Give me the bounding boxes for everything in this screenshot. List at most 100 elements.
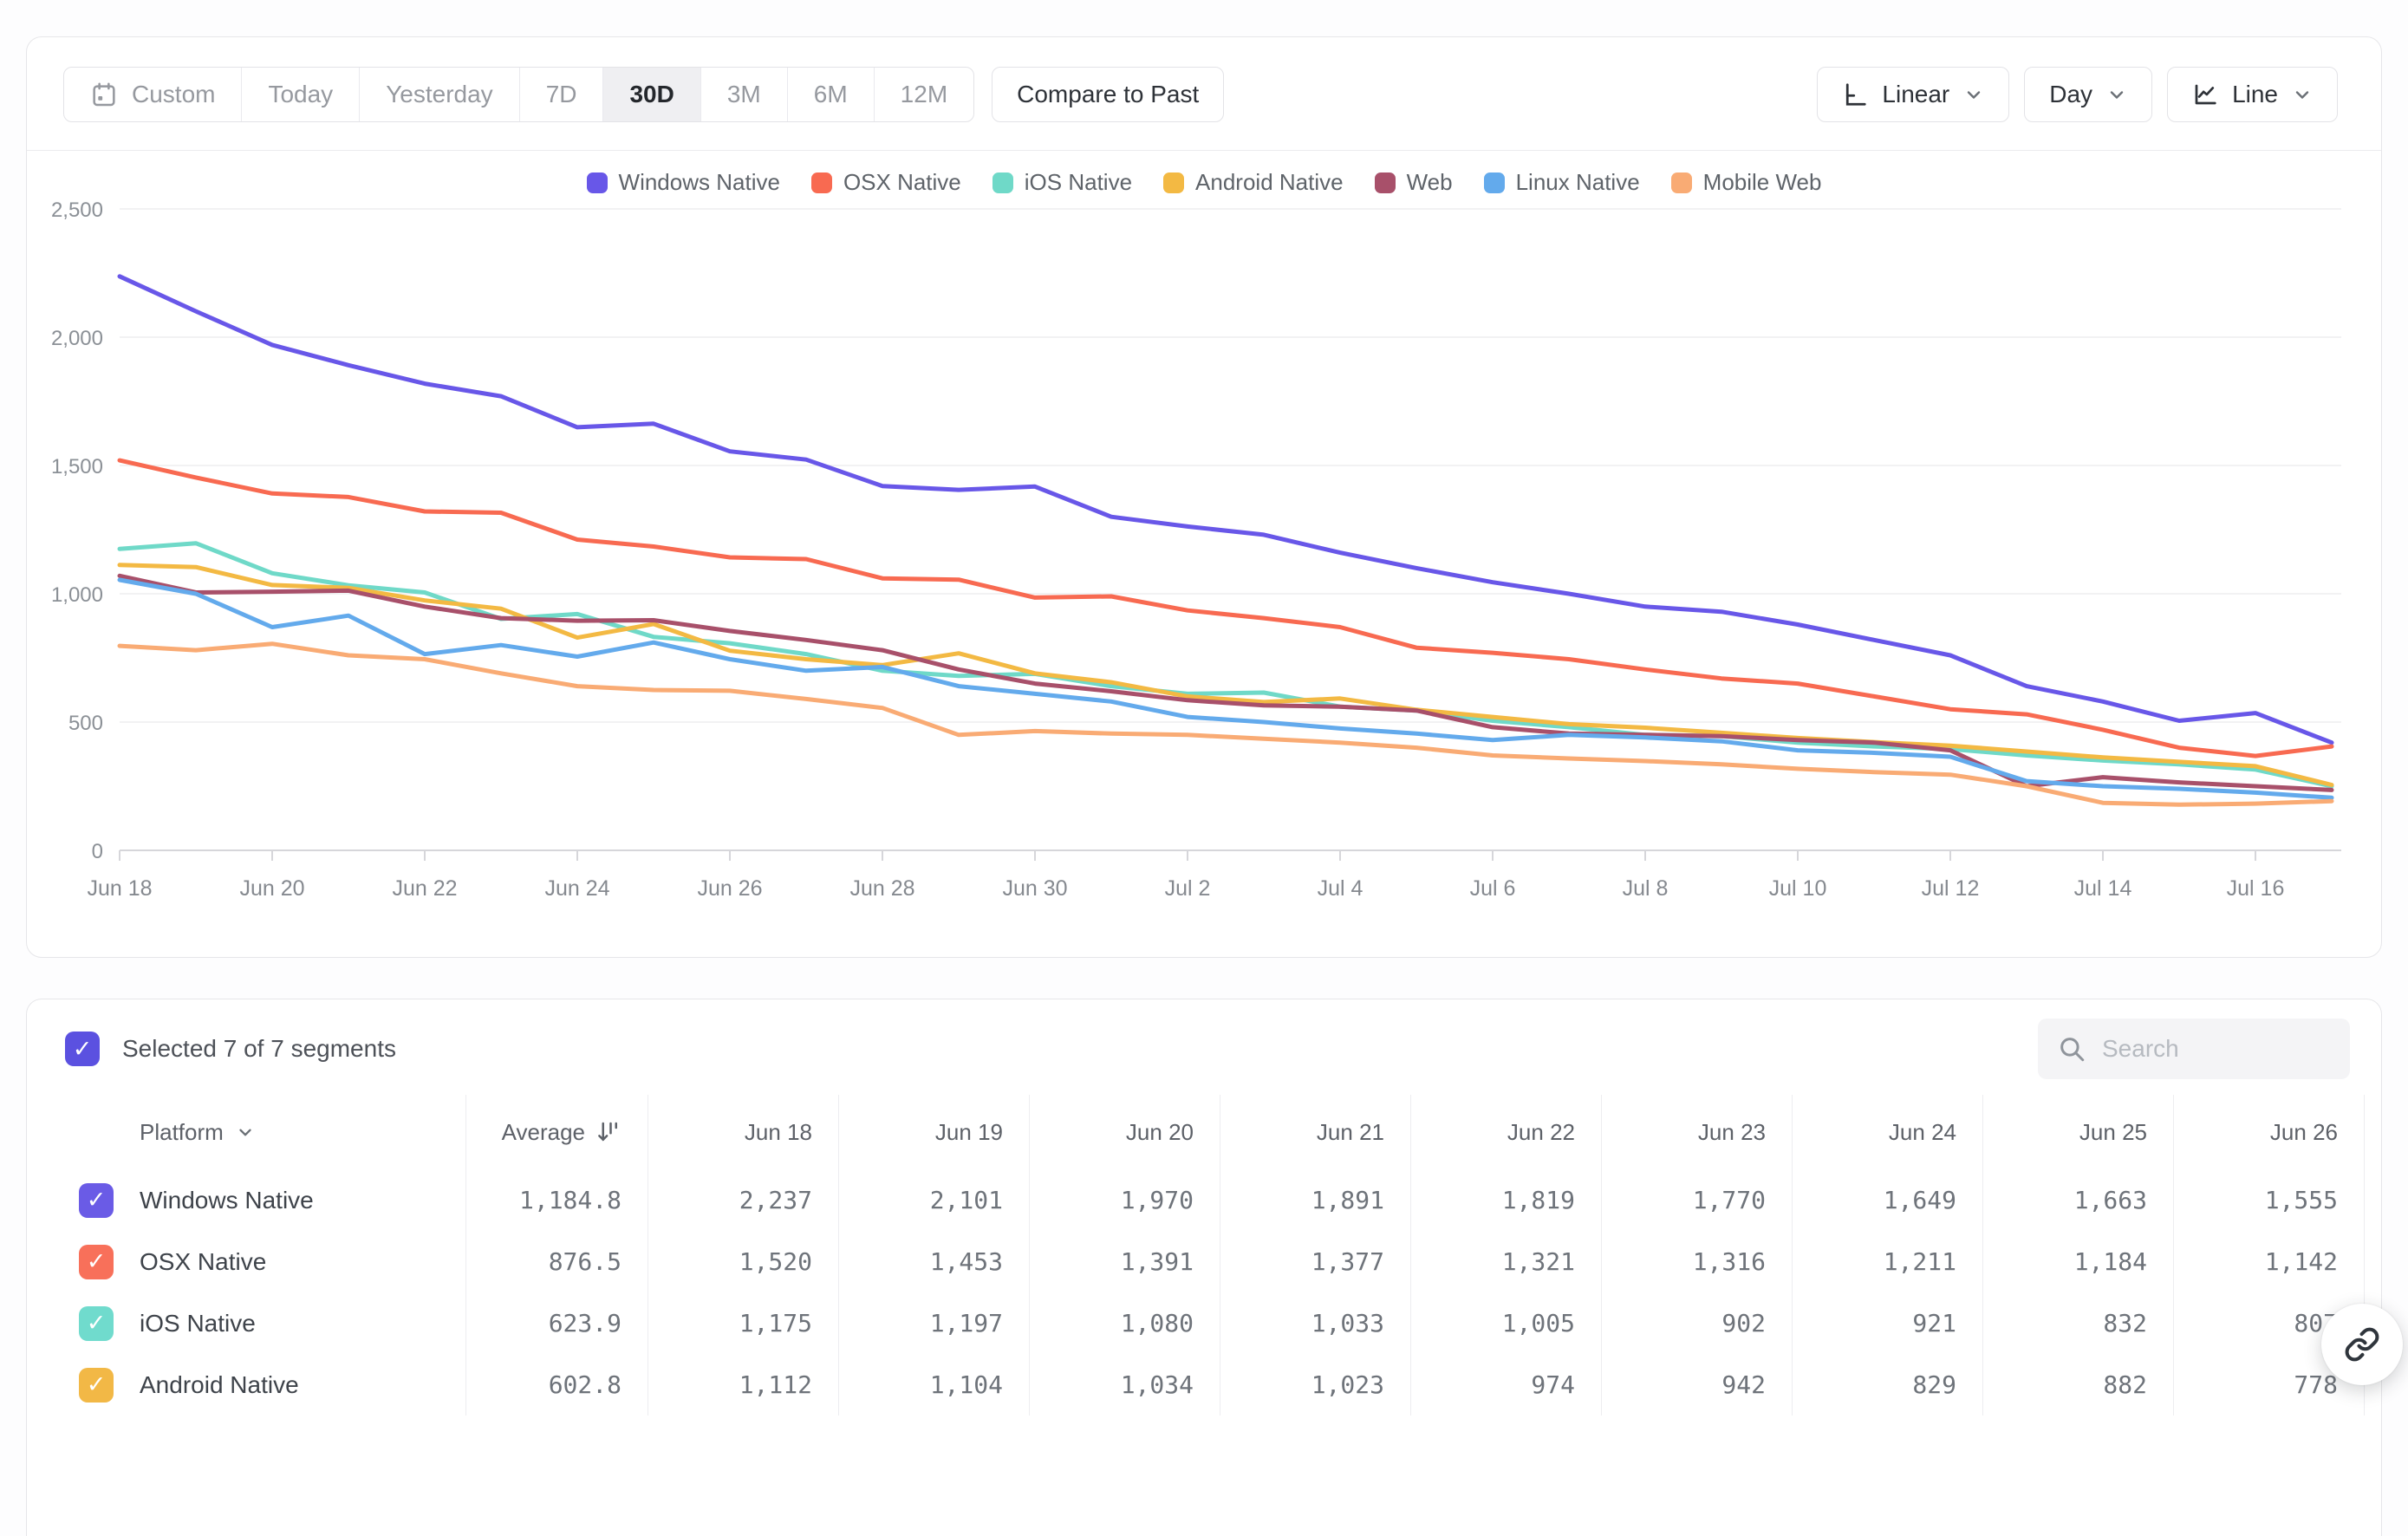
date-column-header[interactable]: Jun 20: [1029, 1095, 1220, 1169]
svg-text:Jul 10: Jul 10: [1769, 876, 1827, 901]
platform-column-header[interactable]: Platform: [27, 1095, 465, 1169]
segment-day-value: 1,112: [648, 1354, 838, 1416]
legend-item[interactable]: OSX Native: [810, 169, 961, 196]
series-line-windows-native[interactable]: [117, 274, 2334, 745]
date-column-header[interactable]: Jun 19: [838, 1095, 1029, 1169]
date-column-header[interactable]: Jun 26: [2173, 1095, 2364, 1169]
segment-day-value: 1,520: [648, 1231, 838, 1292]
legend-item[interactable]: Android Native: [1163, 169, 1344, 196]
segment-label: Android Native: [140, 1370, 299, 1398]
share-link-button[interactable]: [2321, 1304, 2403, 1385]
svg-text:Jul 12: Jul 12: [1922, 876, 1980, 901]
search-icon: [2057, 1034, 2086, 1064]
range-today[interactable]: Today: [241, 68, 359, 121]
svg-text:Jun 22: Jun 22: [392, 876, 457, 901]
range-label: 30D: [629, 81, 674, 107]
range-custom[interactable]: Custom: [64, 68, 241, 121]
segment-checkbox[interactable]: ✓: [79, 1305, 114, 1341]
legend-label: Linux Native: [1515, 169, 1640, 195]
svg-text:Jun 24: Jun 24: [544, 876, 609, 901]
segment-checkbox[interactable]: ✓: [79, 1367, 114, 1403]
legend-label: Mobile Web: [1702, 169, 1822, 195]
segment-day-value: 1,770: [1601, 1169, 1792, 1231]
scale-dropdown[interactable]: Linear: [1817, 67, 2010, 122]
granularity-dropdown[interactable]: Day: [2024, 67, 2153, 122]
segments-table: Platform Average Jun 18 Jun 19 Jun 20 Jun 2…: [27, 1095, 2383, 1416]
range-label: 12M: [900, 81, 948, 107]
svg-text:Jun 26: Jun 26: [697, 876, 762, 901]
range-label: 7D: [545, 81, 577, 107]
legend-label: Web: [1406, 169, 1453, 195]
legend-item[interactable]: Mobile Web: [1670, 169, 1822, 196]
compare-to-past-button[interactable]: Compare to Past: [992, 67, 1225, 122]
range-yesterday[interactable]: Yesterday: [359, 68, 519, 121]
legend-swatch: [586, 172, 608, 193]
series-line-web[interactable]: [117, 573, 2334, 792]
date-column-header[interactable]: Jun 23: [1601, 1095, 1792, 1169]
segment-row-platform[interactable]: ✓ Windows Native: [27, 1169, 465, 1231]
search-input[interactable]: [2102, 1035, 2331, 1063]
segment-day-value: 882: [1982, 1354, 2173, 1416]
svg-text:Jun 18: Jun 18: [87, 876, 152, 901]
average-value: 623.9: [465, 1292, 648, 1354]
legend-swatch: [810, 172, 832, 193]
date-column-header[interactable]: Jun 18: [648, 1095, 838, 1169]
segment-checkbox[interactable]: ✓: [79, 1244, 114, 1279]
svg-text:Jun 28: Jun 28: [849, 876, 914, 901]
series-line-android-native[interactable]: [117, 563, 2334, 787]
segment-day-value: 1,453: [838, 1231, 1029, 1292]
chevron-down-icon: [2106, 84, 2127, 105]
svg-text:Jul 16: Jul 16: [2227, 876, 2285, 901]
legend-item[interactable]: iOS Native: [992, 169, 1132, 196]
segment-day-value: 1,104: [838, 1354, 1029, 1416]
legend-item[interactable]: Linux Native: [1483, 169, 1640, 196]
segments-search: [2038, 1019, 2350, 1079]
granularity-label: Day: [2049, 81, 2093, 107]
average-column-header[interactable]: Average: [465, 1095, 648, 1169]
segment-row-platform[interactable]: ✓ OSX Native: [27, 1231, 465, 1292]
legend-swatch: [1483, 172, 1505, 193]
series-line-osx-native[interactable]: [117, 458, 2334, 758]
svg-text:0: 0: [92, 840, 103, 863]
segment-day-value: 1,377: [1220, 1231, 1410, 1292]
range-12m[interactable]: 12M: [873, 68, 973, 121]
series-line-mobile-web[interactable]: [117, 641, 2334, 807]
segment-day-value: 1,005: [1410, 1292, 1601, 1354]
legend-swatch: [1374, 172, 1396, 193]
svg-text:2,000: 2,000: [51, 327, 103, 350]
svg-text:Jul 8: Jul 8: [1623, 876, 1669, 901]
series-line-linux-native[interactable]: [117, 577, 2334, 800]
chart-display-controls: Linear Day Line: [1817, 67, 2338, 122]
chevron-down-icon: [236, 1123, 255, 1142]
date-column-header[interactable]: Jun 25: [1982, 1095, 2173, 1169]
legend-item[interactable]: Windows Native: [586, 169, 780, 196]
chart-type-dropdown[interactable]: Line: [2167, 67, 2338, 122]
segment-day-value: 1,211: [1792, 1231, 1982, 1292]
chart-legend: Windows Native OSX Native iOS Native Androi…: [27, 169, 2381, 196]
segment-checkbox[interactable]: ✓: [79, 1182, 114, 1218]
platform-header-label: Platform: [140, 1118, 224, 1145]
range-6m[interactable]: 6M: [786, 68, 874, 121]
legend-item[interactable]: Web: [1374, 169, 1453, 196]
date-column-header[interactable]: Jun 22: [1410, 1095, 1601, 1169]
chart-type-label: Line: [2232, 81, 2278, 107]
range-7d[interactable]: 7D: [518, 68, 603, 121]
segment-day-value: 1,142: [2173, 1231, 2364, 1292]
segment-day-value: 1,649: [1792, 1169, 1982, 1231]
chevron-down-icon: [1963, 84, 1984, 105]
date-column-header[interactable]: Jun 21: [1220, 1095, 1410, 1169]
selected-summary-label: Selected 7 of 7 segments: [122, 1035, 396, 1062]
svg-text:Jul 6: Jul 6: [1470, 876, 1516, 901]
select-all-checkbox[interactable]: ✓: [65, 1032, 100, 1066]
segment-row-platform[interactable]: ✓ iOS Native: [27, 1292, 465, 1354]
segment-day-value: 1,023: [1220, 1354, 1410, 1416]
legend-label: OSX Native: [843, 169, 961, 195]
segment-day-value: 1,555: [2173, 1169, 2364, 1231]
segment-day-value: 1,321: [1410, 1231, 1601, 1292]
scale-label: Linear: [1882, 81, 1950, 107]
segment-row-platform[interactable]: ✓ Android Native: [27, 1354, 465, 1416]
date-column-header[interactable]: Jun 24: [1792, 1095, 1982, 1169]
range-30d[interactable]: 30D: [602, 68, 700, 121]
range-3m[interactable]: 3M: [700, 68, 787, 121]
sort-descending-icon: [595, 1119, 622, 1145]
